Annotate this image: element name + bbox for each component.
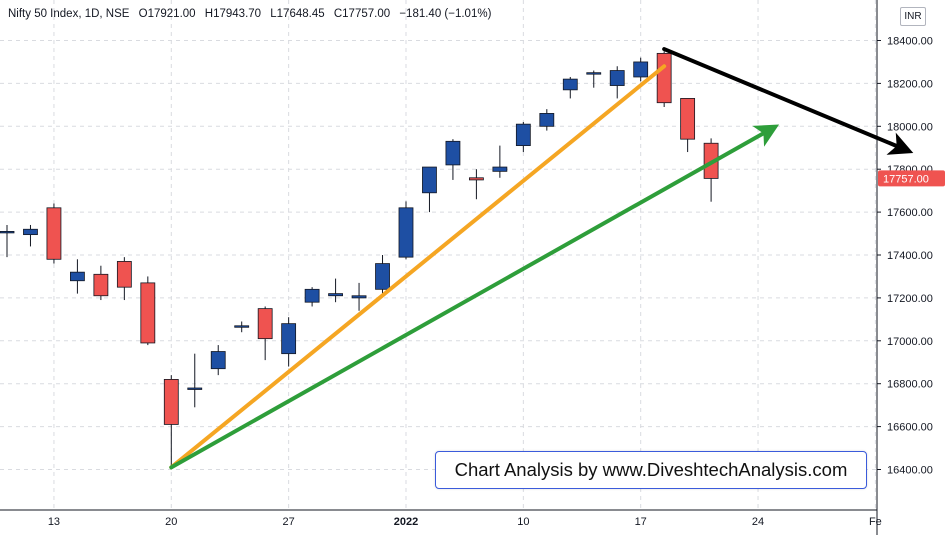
candle-body[interactable] — [116, 261, 132, 288]
change-value: −181.40 (−1.01%) — [399, 8, 492, 20]
high-value: H17943.70 — [204, 8, 262, 20]
candle-body[interactable] — [210, 351, 226, 370]
candle-body[interactable] — [609, 70, 625, 86]
x-tick-label: 2022 — [394, 516, 418, 528]
candle-body[interactable] — [46, 207, 62, 260]
y-tick-label: 16600.00 — [887, 422, 933, 434]
y-tick-label: 17000.00 — [887, 336, 933, 348]
x-tick-label: 27 — [283, 516, 295, 528]
candle-body[interactable] — [586, 72, 602, 75]
orange-trend-line[interactable] — [169, 64, 667, 470]
candle-body[interactable] — [93, 273, 109, 297]
candle-body[interactable] — [680, 98, 696, 140]
x-tick-label: 20 — [165, 516, 177, 528]
green-trend-line[interactable] — [169, 124, 780, 470]
low-value: L17648.45 — [270, 8, 325, 20]
y-tick-label: 16400.00 — [887, 465, 933, 477]
x-tick-label: 13 — [48, 516, 60, 528]
y-tick-label: 18400.00 — [887, 36, 933, 48]
y-tick-label: 18200.00 — [887, 78, 933, 90]
x-tick-label: 10 — [517, 516, 529, 528]
x-tick-label: 24 — [752, 516, 764, 528]
candle-body[interactable] — [23, 228, 38, 236]
close-value: C17757.00 — [333, 8, 391, 20]
candle-body[interactable] — [422, 166, 437, 194]
candle-body[interactable] — [187, 387, 203, 390]
candle-body[interactable] — [539, 113, 555, 127]
candle-body[interactable] — [70, 271, 85, 282]
candle-body[interactable] — [257, 308, 273, 340]
currency-badge[interactable]: INR — [900, 7, 926, 26]
y-tick-label: 16800.00 — [887, 379, 933, 391]
black-trend-line[interactable] — [662, 47, 914, 155]
candle-body[interactable] — [398, 207, 414, 258]
last-price-label: 17757.00 — [883, 173, 929, 185]
last-price-badge — [878, 170, 945, 187]
candle-body[interactable] — [468, 177, 484, 181]
candle-body[interactable] — [328, 293, 343, 297]
candle-body[interactable] — [351, 295, 367, 299]
open-value: O17921.00 — [138, 8, 196, 20]
candle-body[interactable] — [492, 166, 508, 172]
candle-body[interactable] — [163, 379, 179, 425]
chart-header: Nifty 50 Index, 1D, NSE O17921.00 H17943… — [8, 8, 497, 20]
x-tick-label: Fe — [869, 516, 882, 528]
candle-body[interactable] — [281, 323, 297, 355]
candle-body[interactable] — [0, 231, 15, 234]
candle-body[interactable] — [375, 263, 390, 290]
x-tick-label: 17 — [635, 516, 647, 528]
candle-body[interactable] — [633, 61, 649, 78]
watermark-box: Chart Analysis by www.DiveshtechAnalysis… — [435, 451, 867, 489]
candle-body[interactable] — [304, 288, 320, 303]
candle-body[interactable] — [656, 52, 672, 104]
y-tick-label: 17600.00 — [887, 207, 933, 219]
symbol-label: Nifty 50 Index, 1D, NSE — [8, 8, 130, 20]
candle-body[interactable] — [562, 78, 578, 91]
candle-body[interactable] — [515, 123, 531, 147]
y-tick-label: 18000.00 — [887, 121, 933, 133]
y-tick-label: 17200.00 — [887, 293, 933, 305]
candle-body[interactable] — [234, 325, 250, 328]
y-tick-label: 17400.00 — [887, 250, 933, 262]
candle-body[interactable] — [445, 140, 461, 166]
candle-body[interactable] — [140, 282, 156, 344]
